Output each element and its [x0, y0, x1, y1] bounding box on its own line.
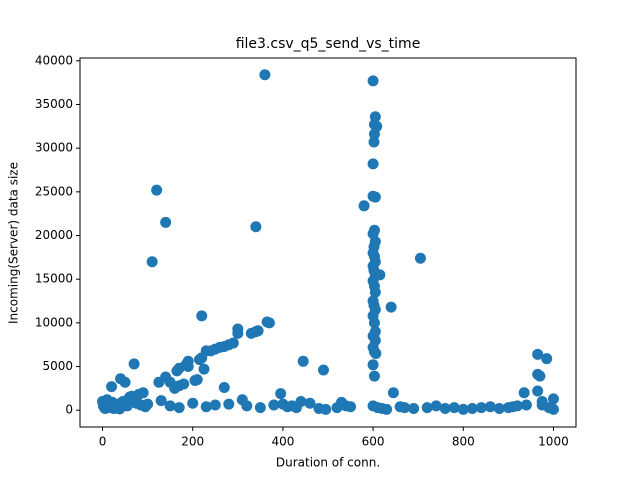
point	[367, 75, 379, 87]
point	[245, 327, 257, 339]
point	[466, 402, 478, 414]
point	[119, 376, 131, 388]
chart-title: file3.csv_q5_send_vs_time	[236, 36, 421, 52]
point	[541, 353, 553, 365]
point	[254, 402, 266, 414]
point	[368, 136, 380, 148]
point	[439, 402, 451, 414]
point	[368, 317, 380, 329]
point	[457, 403, 469, 415]
point	[493, 402, 505, 414]
point	[320, 403, 332, 415]
point	[191, 374, 203, 386]
point	[121, 400, 133, 412]
point	[209, 399, 221, 411]
point	[160, 216, 172, 228]
y-axis-label: Incoming(Server) data size	[7, 162, 21, 324]
y-tick-label: 40000	[35, 53, 73, 67]
x-tick-label: 0	[99, 435, 107, 449]
point	[369, 286, 381, 298]
y-tick-label: 30000	[35, 141, 73, 155]
point	[142, 398, 154, 410]
point	[171, 365, 183, 377]
point	[304, 397, 316, 409]
x-axis-label: Duration of conn.	[276, 456, 380, 470]
point	[534, 370, 546, 382]
point	[151, 184, 163, 196]
y-tick-label: 10000	[35, 315, 73, 329]
y-tick-label: 0	[65, 403, 73, 417]
point	[345, 401, 357, 413]
point	[414, 252, 426, 264]
plot-area	[97, 69, 559, 415]
point	[196, 310, 208, 322]
x-tick-label: 600	[362, 435, 385, 449]
y-tick-label: 15000	[35, 272, 73, 286]
point	[399, 402, 411, 414]
point	[106, 381, 118, 393]
point	[520, 399, 532, 411]
point	[385, 301, 397, 313]
point	[532, 348, 544, 360]
point	[155, 395, 167, 407]
point	[187, 397, 199, 409]
point	[547, 393, 559, 405]
point	[448, 402, 460, 414]
point	[164, 400, 176, 412]
point	[369, 191, 381, 203]
point	[200, 401, 212, 413]
x-tick-label: 1000	[538, 435, 569, 449]
point	[153, 376, 165, 388]
point	[146, 256, 158, 268]
point	[387, 387, 399, 399]
point	[218, 382, 230, 394]
point	[518, 387, 530, 399]
point	[182, 361, 194, 373]
point	[232, 327, 244, 339]
point	[367, 359, 379, 371]
point	[421, 402, 433, 414]
point	[259, 69, 271, 81]
point	[250, 221, 262, 233]
point	[198, 363, 210, 375]
point	[430, 400, 442, 412]
point	[137, 387, 149, 399]
point	[169, 382, 181, 394]
point	[290, 402, 302, 414]
y-tick-label: 25000	[35, 184, 73, 198]
point	[173, 402, 185, 414]
point	[543, 402, 555, 414]
y-tick-label: 20000	[35, 228, 73, 242]
axes-frame	[79, 57, 577, 428]
point	[268, 399, 280, 411]
point	[297, 355, 309, 367]
point	[275, 388, 287, 400]
point	[317, 364, 329, 376]
x-tick-label: 800	[452, 435, 475, 449]
point	[128, 358, 140, 370]
point	[368, 128, 380, 140]
x-tick-label: 400	[271, 435, 294, 449]
point	[532, 385, 544, 397]
point	[223, 398, 235, 410]
point	[475, 402, 487, 414]
point	[381, 403, 393, 415]
point	[408, 402, 420, 414]
point	[370, 347, 382, 359]
point	[263, 317, 275, 329]
point	[368, 370, 380, 382]
point	[511, 400, 523, 412]
point	[484, 401, 496, 413]
point	[358, 200, 370, 212]
point	[196, 352, 208, 364]
point	[367, 158, 379, 170]
point	[331, 402, 343, 414]
y-tick-label: 35000	[35, 97, 73, 111]
point	[241, 400, 253, 412]
x-tick-label: 200	[181, 435, 204, 449]
y-tick-label: 5000	[42, 359, 73, 373]
